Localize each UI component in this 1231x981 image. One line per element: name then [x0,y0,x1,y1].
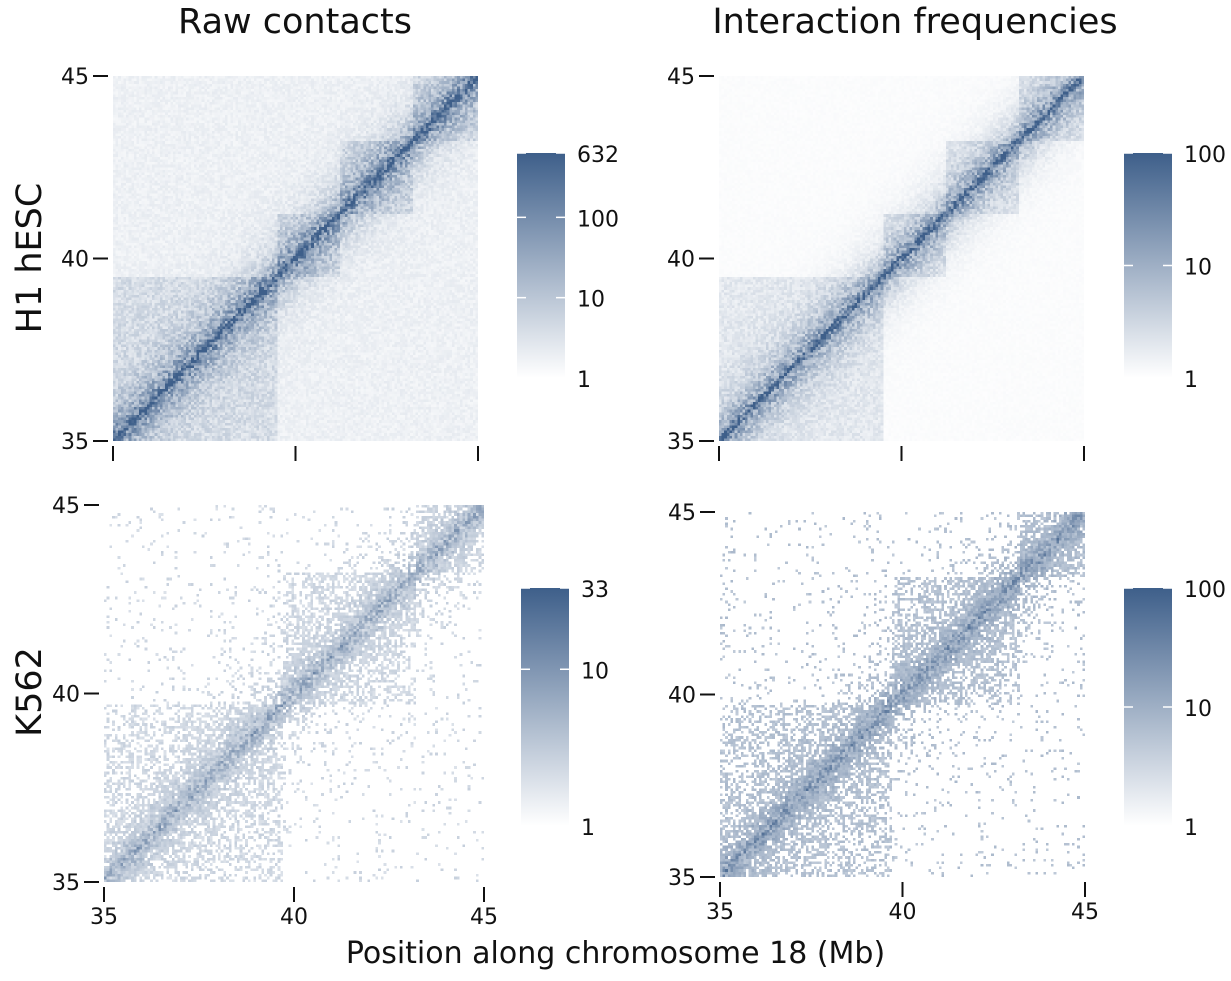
heatmap-matrix [720,512,1085,877]
y-tick-label: 40 [668,684,696,709]
colorbar-tick-label: 100 [1184,578,1226,603]
colorbar [517,153,565,378]
x-tick-label: 40 [280,905,308,930]
heatmap-panel-1: 35 40 45 1 10 100 632 [61,65,619,461]
heatmap-panel-3: 35 40 45 35 40 45 1 10 33 [52,494,609,930]
colorbar-tick-label: 10 [581,659,609,684]
heatmap-matrix [719,76,1084,441]
y-tick-label: 40 [61,248,89,273]
y-tick-label: 35 [668,866,696,891]
colorbar-tick-label: 33 [581,578,609,603]
colorbar-tick-label: 1 [1184,816,1198,841]
y-tick-label: 45 [668,501,696,526]
colorbar-tick-label: 1 [1184,368,1198,393]
heatmap-panel-2: 35 40 45 1 10 100 [667,65,1226,461]
heatmap-matrix [104,505,484,882]
x-tick-label: 45 [1071,900,1099,925]
column-title-raw-contacts: Raw contacts [178,2,412,42]
colorbar-tick-label: 100 [1184,143,1226,168]
colorbar-tick-label: 1 [581,816,595,841]
x-tick-label: 40 [889,900,917,925]
x-tick-label: 35 [706,900,734,925]
heatmap-panel-4: 35 40 45 35 40 45 1 10 100 [668,501,1226,925]
colorbar [521,588,569,826]
x-axis-label: Position along chromosome 18 (Mb) [345,936,886,971]
colorbar-tick-label: 632 [577,143,619,168]
y-tick-label: 45 [667,65,695,90]
heatmap-matrix [113,76,478,441]
colorbar-tick-label: 10 [1184,256,1212,281]
x-tick-label: 35 [90,905,118,930]
column-title-interaction-frequencies: Interaction frequencies [712,2,1118,42]
y-tick-label: 35 [52,871,80,896]
y-tick-label: 40 [52,683,80,708]
colorbar-tick-label: 100 [577,207,619,232]
colorbar-tick-label: 10 [1184,697,1212,722]
y-tick-label: 35 [667,430,695,455]
colorbar-tick-label: 10 [577,288,605,313]
y-tick-label: 45 [61,65,89,90]
colorbar-tick-label: 1 [577,368,591,393]
y-tick-label: 45 [52,494,80,519]
y-tick-label: 40 [667,248,695,273]
y-tick-label: 35 [61,430,89,455]
x-tick-label: 45 [470,905,498,930]
